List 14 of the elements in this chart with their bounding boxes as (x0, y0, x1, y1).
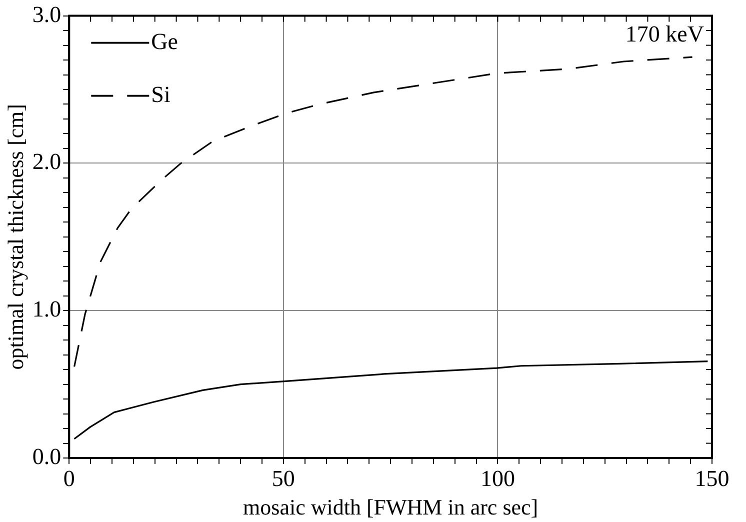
y-tick-label: 3.0 (32, 2, 62, 27)
x-tick-label: 100 (480, 466, 515, 491)
legend-label: Ge (151, 28, 178, 54)
y-tick-label: 0.0 (32, 444, 62, 470)
x-tick-label: 0 (63, 466, 75, 491)
y-axis-title: optimal crystal thickness [cm] (2, 104, 28, 370)
x-tick-label: 50 (272, 466, 295, 491)
y-tick-label: 1.0 (32, 296, 62, 322)
x-axis-title: mosaic width [FWHM in arc sec] (243, 494, 538, 520)
x-tick-label: 150 (694, 466, 730, 491)
legend-label: Si (151, 82, 170, 107)
y-tick-label: 2.0 (32, 149, 62, 174)
annotation: 170 keV (625, 21, 704, 46)
line-series (73, 56, 694, 368)
